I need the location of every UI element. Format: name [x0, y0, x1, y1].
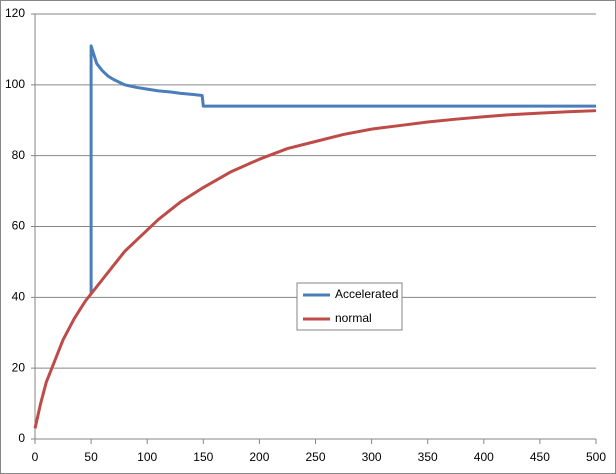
y-tick-label: 80 [12, 148, 26, 162]
x-tick-label: 200 [249, 450, 269, 464]
line-series [89, 44, 596, 294]
x-tick-label: 350 [418, 450, 438, 464]
legend-box [296, 282, 403, 331]
x-tick-label: 300 [362, 450, 382, 464]
x-tick-label: 250 [305, 450, 325, 464]
x-tick-label: 500 [586, 450, 606, 464]
x-tick-label: 50 [84, 450, 98, 464]
y-tick-label: 0 [18, 431, 25, 445]
y-tick-label: 40 [12, 290, 26, 304]
y-tick-label: 60 [12, 219, 26, 233]
x-tick-label: 100 [137, 450, 157, 464]
line-series [33, 109, 597, 429]
x-tick-label: 450 [530, 450, 550, 464]
legend: Accelerated normal [296, 282, 403, 331]
legend-label: normal [335, 311, 372, 325]
y-tick-label: 20 [12, 360, 26, 374]
x-tick-label: 0 [32, 450, 39, 464]
x-tick-label: 150 [193, 450, 213, 464]
y-tick-label: 100 [5, 77, 25, 91]
legend-label: Accelerated [335, 287, 398, 301]
x-tick-label: 400 [474, 450, 494, 464]
y-tick-label: 120 [5, 6, 25, 20]
